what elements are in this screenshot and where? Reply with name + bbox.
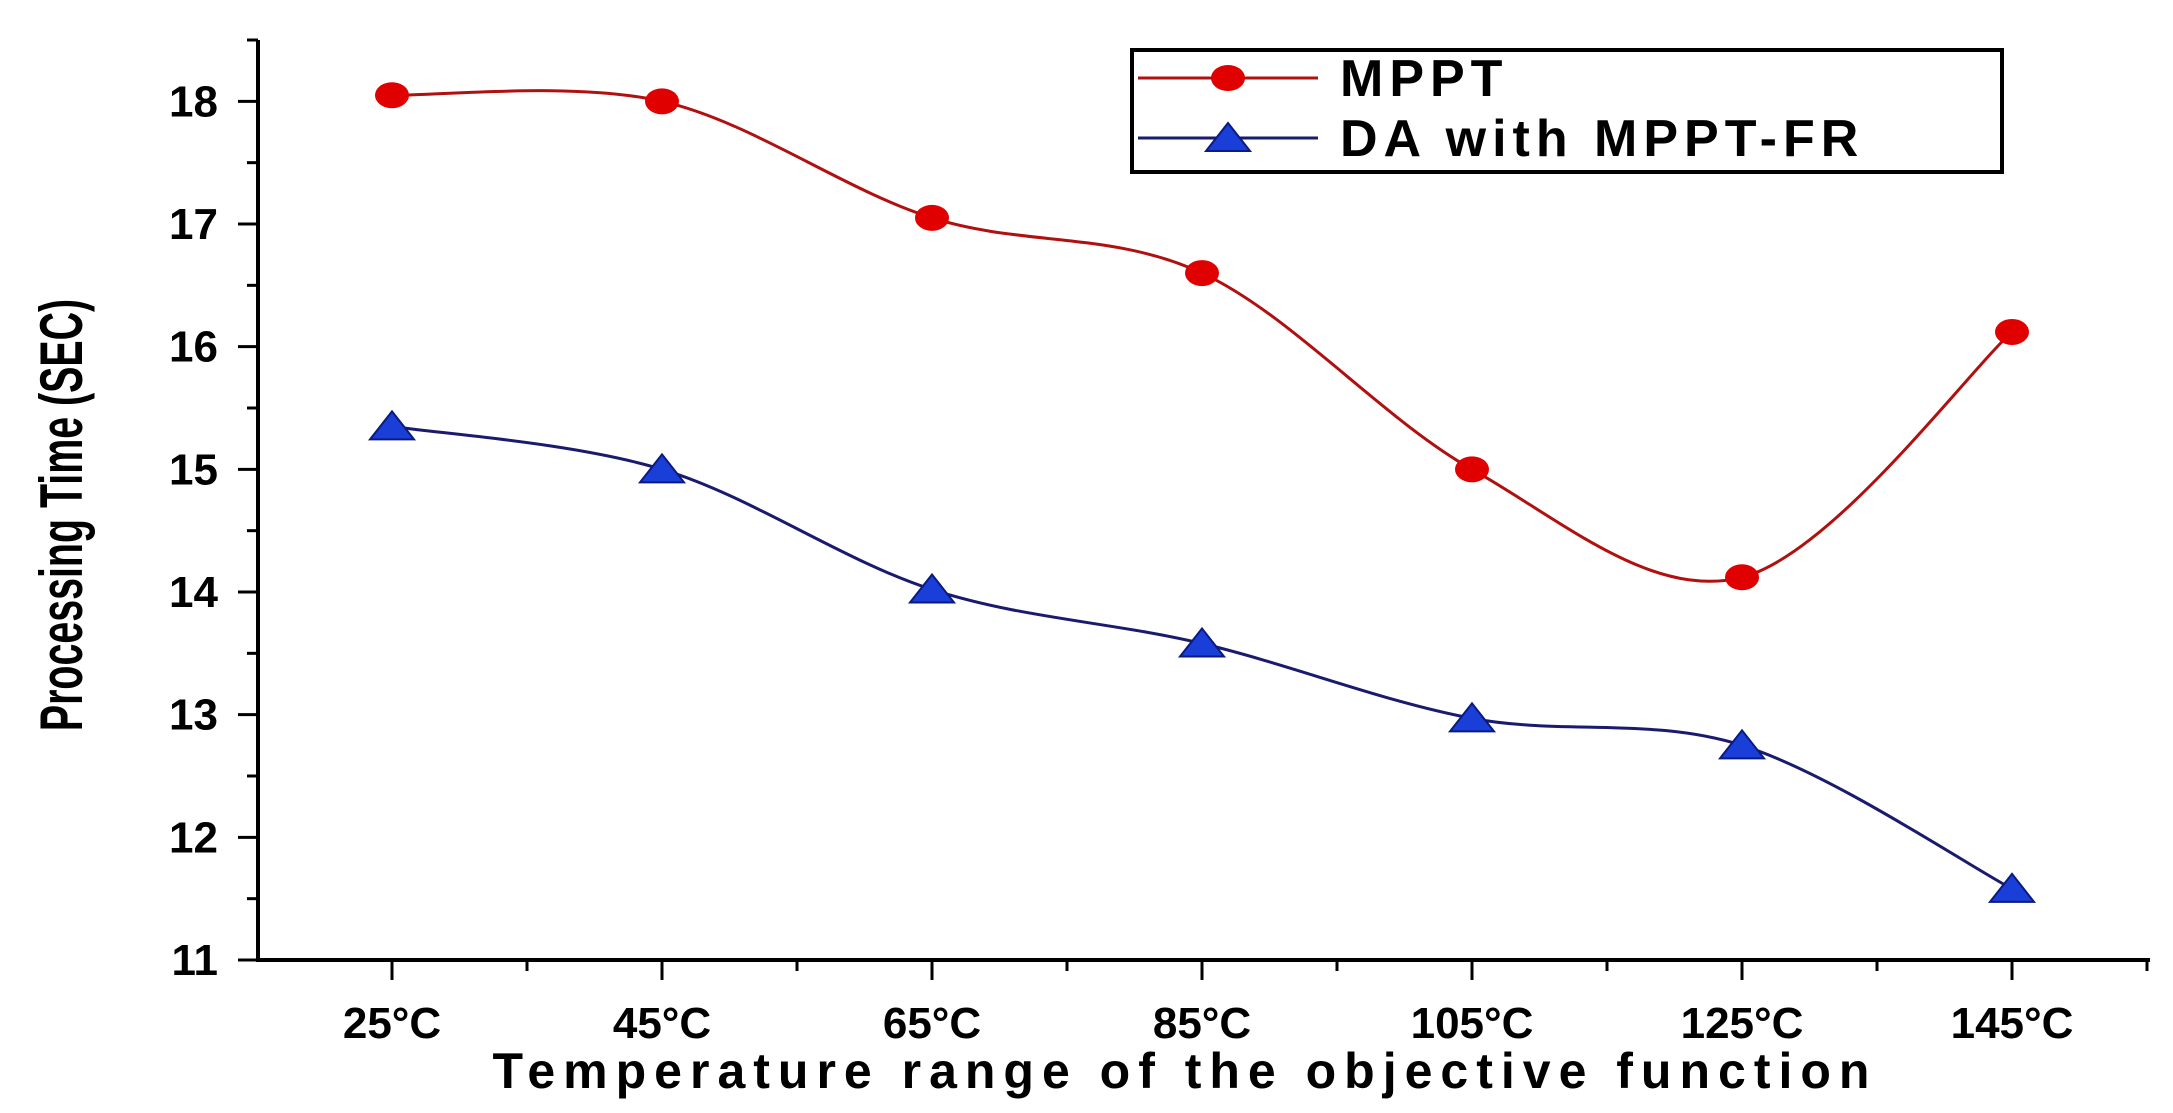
- y-axis-title: Processing Time (SEC): [28, 299, 95, 731]
- data-point-da-mppt-fr: [1447, 701, 1497, 733]
- x-tick-label: 45°C: [613, 999, 711, 1048]
- data-point-da-mppt-fr: [1987, 872, 2037, 903]
- data-point-da-mppt-fr: [907, 572, 957, 604]
- y-tick-label: 11: [171, 936, 218, 985]
- legend-marker-da-mppt-fr: [1203, 121, 1253, 152]
- axes: 11 12 13 14 15 16 17 18 25°C 45°C 65°C 85°C 105°C 125…: [169, 38, 2150, 1048]
- legend-label-da-mppt-fr: DA with MPPT-FR: [1340, 110, 1864, 168]
- y-tick-label: 17: [169, 200, 218, 249]
- data-point-da-mppt-fr: [637, 452, 687, 484]
- data-point-mppt: [1725, 564, 1759, 591]
- data-point-mppt: [375, 82, 409, 109]
- series-group: [367, 82, 2037, 903]
- data-point-mppt: [1185, 260, 1219, 287]
- data-point-da-mppt-fr: [1717, 728, 1767, 760]
- data-point-mppt: [645, 88, 679, 115]
- legend-label-mppt: MPPT: [1340, 50, 1508, 108]
- y-tick-label: 14: [169, 568, 218, 617]
- y-tick-label: 15: [169, 445, 218, 494]
- x-axis-title: Temperature range of the objective funct…: [493, 1043, 1878, 1099]
- y-tick-label: 18: [169, 77, 218, 126]
- x-tick-label: 125°C: [1681, 999, 1804, 1048]
- y-tick-label: 16: [169, 323, 218, 372]
- data-point-mppt: [915, 204, 949, 231]
- x-tick-label: 25°C: [343, 999, 441, 1048]
- series-da-mppt-fr: [367, 409, 2037, 903]
- series-line-da-mppt-fr: [391, 424, 2013, 891]
- x-tick-label: 105°C: [1411, 999, 1534, 1048]
- data-point-da-mppt-fr: [367, 409, 417, 441]
- data-point-mppt: [1455, 456, 1489, 483]
- x-tick-label: 145°C: [1951, 999, 2074, 1048]
- data-point-da-mppt-fr: [1177, 626, 1227, 658]
- series-mppt: [375, 82, 2029, 591]
- legend-marker-mppt: [1211, 65, 1245, 91]
- x-tick-label: 85°C: [1153, 999, 1251, 1048]
- y-tick-label: 13: [169, 691, 218, 740]
- legend-box: [1130, 48, 2004, 174]
- y-tick-label: 12: [169, 813, 218, 862]
- data-point-mppt: [1995, 318, 2029, 345]
- x-tick-label: 65°C: [883, 999, 981, 1048]
